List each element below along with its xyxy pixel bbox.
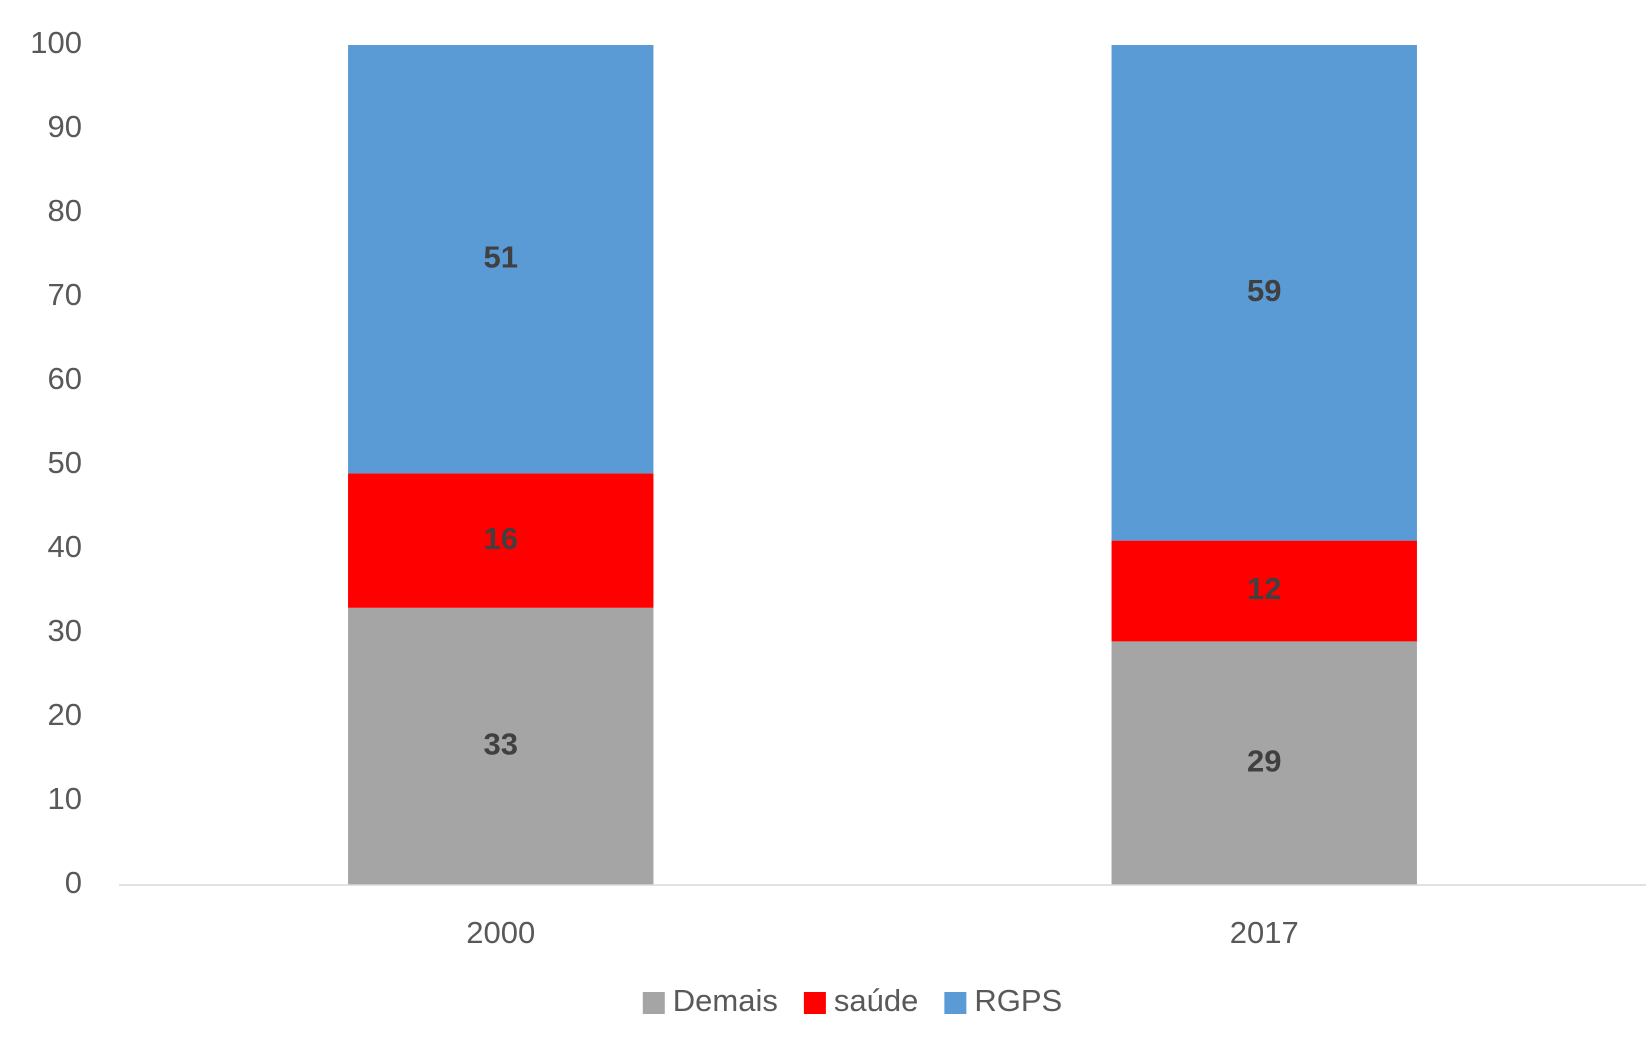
bar-segment: [348, 473, 654, 608]
y-tick-label: 80: [48, 193, 82, 228]
y-tick-label: 30: [48, 613, 82, 648]
y-tick-label: 40: [48, 529, 82, 564]
legend-label: RGPS: [974, 983, 1062, 1018]
y-tick-label: 10: [48, 781, 82, 816]
y-tick-label: 20: [48, 697, 82, 732]
legend-swatch: [803, 992, 826, 1014]
legend-label: Demais: [673, 983, 778, 1018]
y-tick-label: 0: [65, 865, 82, 900]
bar-segment: [348, 45, 654, 474]
data-label: 16: [484, 521, 518, 556]
y-tick-label: 90: [48, 109, 82, 144]
bar-segment: [1111, 641, 1417, 885]
bar-segment: [1111, 45, 1417, 541]
legend-swatch: [944, 992, 967, 1014]
data-label: 51: [484, 239, 518, 274]
x-tick-label: 2000: [466, 915, 535, 950]
bar-segment: [348, 607, 654, 885]
data-label: 12: [1247, 571, 1281, 606]
x-tick-label: 2017: [1230, 915, 1299, 950]
legend-swatch: [642, 992, 665, 1014]
bar-segment: [1111, 540, 1417, 642]
data-label: 59: [1247, 273, 1281, 308]
legend-label: saúde: [834, 983, 918, 1018]
y-tick-label: 50: [48, 445, 82, 480]
y-tick-label: 60: [48, 361, 82, 396]
data-label: 29: [1247, 743, 1281, 778]
y-tick-label: 100: [30, 25, 82, 60]
y-tick-label: 70: [48, 277, 82, 312]
data-label: 33: [484, 727, 518, 762]
